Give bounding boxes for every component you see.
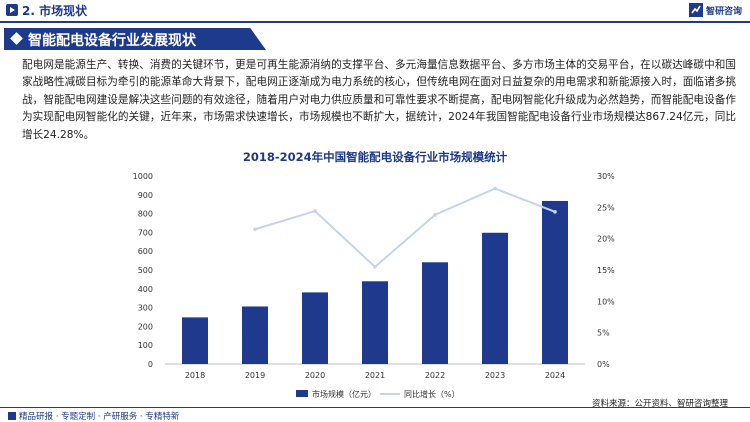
y-right-tick-label: 25%: [597, 203, 615, 212]
x-tick-label: 2018: [185, 371, 205, 380]
x-tick-label: 2023: [485, 371, 505, 380]
y-left-tick-label: 400: [138, 285, 153, 294]
legend-label-bar: 市场规模（亿元）: [312, 389, 376, 399]
y-left-tick-label: 500: [138, 266, 153, 275]
y-right-tick-label: 0%: [597, 360, 610, 369]
growth-point-2023: [493, 186, 497, 191]
bar-2022: [422, 262, 448, 364]
growth-point-2020: [313, 209, 317, 213]
footer-services: 精品研报 · 专题定制 · 产研服务 · 专精特新: [8, 410, 179, 422]
y-right-tick-label: 20%: [597, 235, 615, 244]
banner-title: 智能配电设备行业发展现状: [28, 33, 196, 49]
bar-2020: [302, 292, 328, 364]
y-right-tick-label: 5%: [597, 329, 610, 338]
chart-title: 2018-2024年中国智能配电设备行业市场规模统计: [242, 150, 508, 164]
y-right-tick-label: 30%: [597, 172, 615, 181]
y-left-tick-label: 700: [138, 228, 153, 237]
y-left-tick-label: 200: [138, 322, 153, 331]
growth-point-2019: [253, 227, 257, 232]
header-divider: [0, 21, 750, 23]
y-left-tick-label: 1000: [133, 172, 153, 181]
x-tick-label: 2021: [365, 371, 385, 380]
footer-divider: [0, 407, 750, 408]
growth-point-2022: [433, 213, 437, 217]
y-left-tick-label: 300: [138, 304, 153, 313]
bar-2023: [482, 232, 508, 364]
y-right-tick-label: 10%: [597, 297, 615, 306]
y-left-tick-label: 600: [138, 247, 153, 256]
y-left-tick-label: 0: [148, 360, 153, 369]
section-play-icon: [6, 4, 18, 16]
growth-point-2021: [373, 265, 377, 269]
section-title: 2. 市场现状: [22, 4, 88, 18]
brand-logo: 智研咨询: [688, 2, 742, 18]
footer-logo-icon: [8, 412, 16, 420]
growth-point-2024: [553, 210, 557, 214]
bar-2019: [242, 306, 268, 364]
title-banner: 智能配电设备行业发展现状: [4, 28, 266, 50]
y-left-tick-label: 900: [138, 191, 153, 200]
brand-logo-icon: [688, 3, 703, 17]
x-tick-label: 2022: [425, 371, 445, 380]
growth-line: [254, 187, 556, 269]
footer-services-text: 精品研报 · 专题定制 · 产研服务 · 专精特新: [19, 412, 180, 422]
source-note: 资料来源：公开资料、智研咨询整理: [591, 399, 728, 409]
y-left-tick-label: 100: [138, 341, 153, 350]
bar-2018: [182, 317, 208, 364]
x-tick-label: 2019: [245, 371, 265, 380]
page-header: 2. 市场现状 智研咨询: [0, 0, 750, 23]
x-tick-label: 2020: [305, 371, 325, 380]
y-right-tick-label: 15%: [597, 266, 615, 275]
legend-swatch-bar: [296, 390, 308, 397]
legend-label-line: 同比增长（%）: [404, 389, 460, 399]
x-tick-label: 2024: [545, 371, 565, 380]
y-left-tick-label: 800: [138, 210, 153, 219]
body-paragraph: 配电网是能源生产、转换、消费的关键环节，更是可再生能源消纳的支撑平台、多元海量信…: [22, 59, 736, 141]
brand-name: 智研咨询: [705, 6, 742, 17]
bar-2021: [362, 281, 388, 364]
bar-2024: [542, 200, 568, 364]
